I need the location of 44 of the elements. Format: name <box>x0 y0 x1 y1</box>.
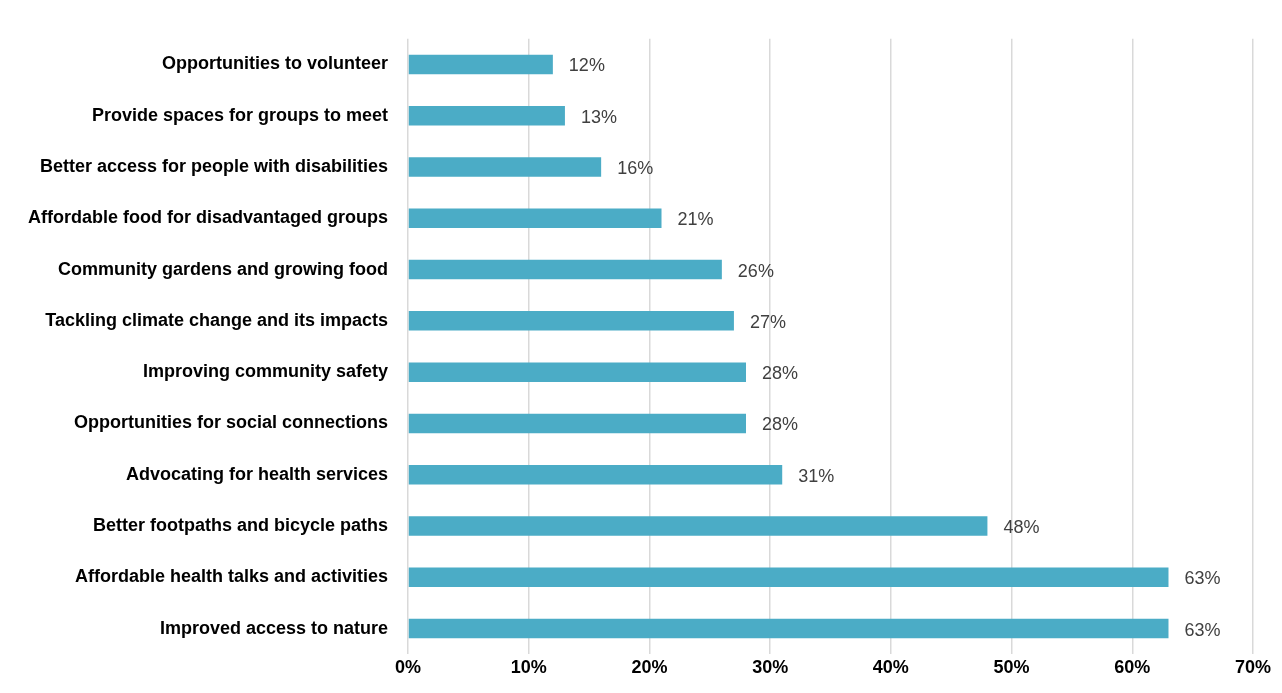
data-label: 12% <box>568 55 605 76</box>
y-tick-label: Improving community safety <box>142 361 389 382</box>
bar <box>408 259 722 280</box>
data-label: 28% <box>762 414 799 435</box>
x-tick-label: 20% <box>631 656 668 677</box>
bar <box>408 618 1169 639</box>
y-tick-label: Better access for people with disabilities <box>39 155 389 176</box>
bar <box>408 567 1169 588</box>
x-tick-label: 50% <box>993 656 1030 677</box>
y-tick-label: Advocating for health services <box>125 463 389 484</box>
bar <box>408 54 553 75</box>
y-tick-label: Opportunities to volunteer <box>161 53 389 74</box>
y-tick-label: Improved access to nature <box>159 617 389 638</box>
data-label: 26% <box>737 260 774 281</box>
bar <box>408 157 602 177</box>
bar <box>408 208 662 229</box>
bar <box>408 413 746 434</box>
bar <box>408 311 734 331</box>
x-tick-label: 40% <box>872 656 909 677</box>
data-label: 16% <box>617 157 654 178</box>
data-label: 27% <box>749 311 786 332</box>
y-tick-label: Better footpaths and bicycle paths <box>92 514 389 535</box>
data-label: 31% <box>798 465 835 486</box>
x-tick-label: 30% <box>752 656 789 677</box>
data-label: 63% <box>1184 568 1221 589</box>
bar <box>408 464 783 485</box>
bar <box>408 516 988 536</box>
bar <box>408 362 746 382</box>
y-tick-label: Opportunities for social connections <box>73 412 389 433</box>
y-tick-label: Affordable food for disadvantaged groups <box>27 207 389 228</box>
y-tick-label: Community gardens and growing food <box>58 258 389 279</box>
x-tick-label: 10% <box>510 656 547 677</box>
data-label: 13% <box>580 106 617 127</box>
data-label: 63% <box>1184 619 1221 640</box>
x-tick-label: 60% <box>1114 656 1151 677</box>
x-tick-label: 0% <box>395 656 422 677</box>
y-tick-label: Affordable health talks and activities <box>74 566 389 587</box>
data-label: 21% <box>677 209 714 230</box>
data-label: 28% <box>762 363 799 384</box>
x-tick-label: 70% <box>1234 656 1271 677</box>
y-tick-label: Tackling climate change and its impacts <box>45 309 389 330</box>
data-label: 48% <box>1003 516 1040 537</box>
y-tick-label: Provide spaces for groups to meet <box>91 104 389 125</box>
bar <box>408 105 565 126</box>
